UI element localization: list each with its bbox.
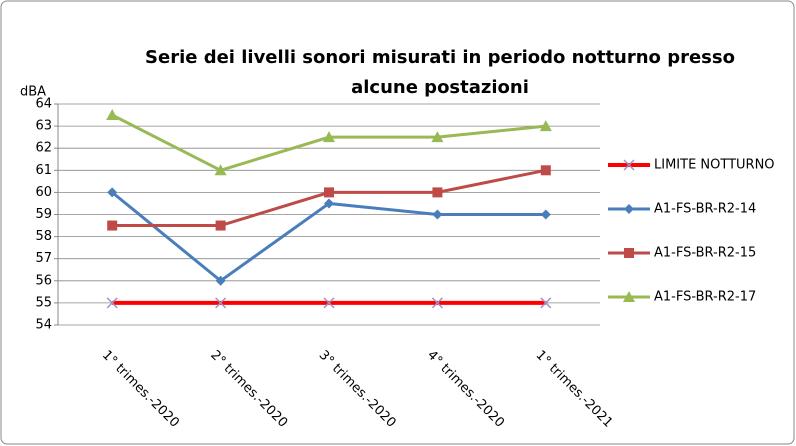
point: [539, 120, 552, 132]
point: [540, 209, 551, 220]
y-tick-label: 55: [35, 295, 52, 310]
point: [431, 297, 443, 309]
y-axis-label: dBA: [20, 85, 46, 100]
point: [324, 198, 334, 209]
point: [540, 297, 552, 309]
legend-marker: [623, 159, 635, 171]
point: [106, 109, 119, 121]
point: [107, 187, 118, 198]
chart-title: alcune postazioni: [351, 77, 529, 98]
legend-label: LIMITE NOTTURNO: [654, 158, 775, 173]
y-tick-label: 58: [35, 229, 52, 244]
point: [215, 297, 227, 309]
y-tick-label: 57: [35, 251, 52, 266]
legend-label: A1-FS-BR-R2-17: [654, 290, 756, 305]
y-tick-label: 64: [35, 97, 52, 112]
point: [431, 131, 444, 143]
y-tick-label: 62: [35, 141, 52, 156]
point: [323, 297, 335, 309]
point: [214, 164, 227, 176]
legend-label: A1-FS-BR-R2-14: [654, 202, 756, 217]
y-tick-label: 56: [35, 273, 52, 288]
y-tick-label: 63: [35, 119, 52, 134]
point: [106, 297, 118, 309]
chart-title: Serie dei livelli sonori misurati in per…: [145, 47, 735, 68]
y-tick-label: 59: [35, 207, 52, 222]
y-tick-label: 60: [35, 185, 52, 200]
point: [107, 220, 118, 231]
point: [324, 187, 334, 198]
y-tick-label: 61: [35, 163, 52, 178]
point: [323, 131, 335, 143]
legend-marker: [624, 204, 634, 214]
legend-marker: [624, 248, 634, 258]
y-tick-label: 54: [35, 318, 52, 333]
point: [432, 187, 443, 198]
point: [432, 209, 443, 220]
point: [540, 165, 551, 176]
legend-label: A1-FS-BR-R2-15: [654, 246, 756, 261]
legend-marker: [623, 291, 635, 302]
point: [215, 275, 226, 286]
point: [215, 220, 226, 231]
